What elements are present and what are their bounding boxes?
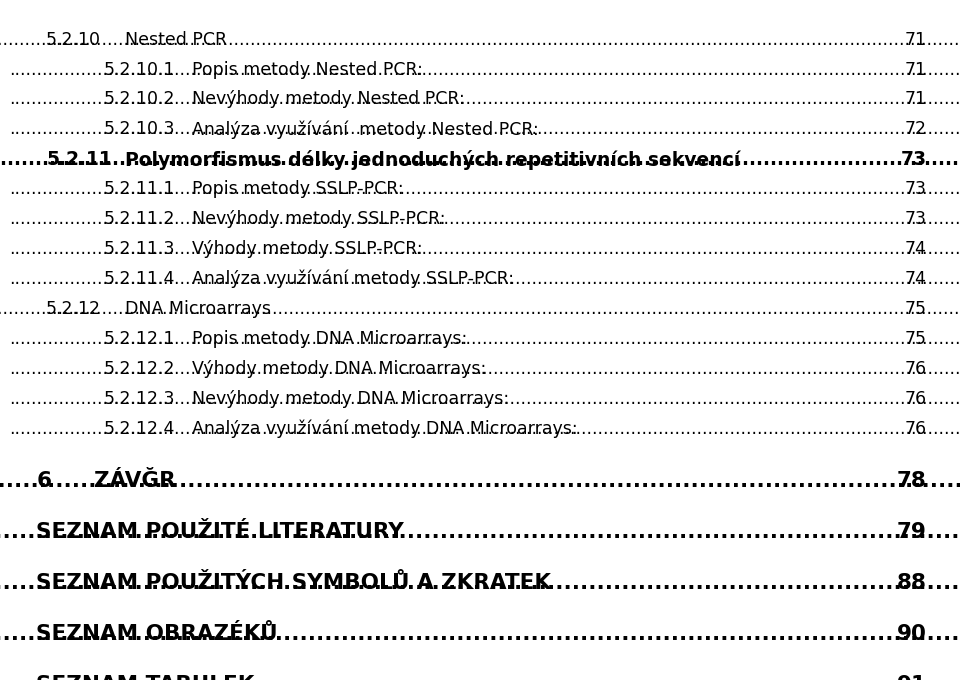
Text: ................................................................................: ........................................… <box>0 300 960 318</box>
Text: 76: 76 <box>904 360 926 377</box>
Text: 76: 76 <box>904 420 926 437</box>
Text: SEZNAM POUŽITÝCH SYMBOLŮ A ZKRATEK: SEZNAM POUŽITÝCH SYMBOLŮ A ZKRATEK <box>36 573 551 592</box>
Text: 5.2.10.3: 5.2.10.3 <box>104 120 175 138</box>
Text: 73: 73 <box>904 210 926 228</box>
Text: SEZNAM TABULEK: SEZNAM TABULEK <box>36 675 254 680</box>
Text: 90: 90 <box>897 624 926 643</box>
Text: Popis metody Nested PCR:: Popis metody Nested PCR: <box>192 61 422 78</box>
Text: 5.2.12.3: 5.2.12.3 <box>104 390 175 407</box>
Text: ................................................................................: ........................................… <box>0 150 960 169</box>
Text: ................................................................................: ........................................… <box>0 471 960 490</box>
Text: DNA Microarrays: DNA Microarrays <box>125 300 271 318</box>
Text: ................................................................................: ........................................… <box>10 61 960 78</box>
Text: 5.2.12.4: 5.2.12.4 <box>104 420 175 437</box>
Text: Analýza využívání  metody Nested PCR:: Analýza využívání metody Nested PCR: <box>192 120 539 139</box>
Text: Analýza využívání metody DNA Microarrays:: Analýza využívání metody DNA Microarrays… <box>192 420 578 438</box>
Text: 75: 75 <box>904 330 926 347</box>
Text: Popis metody DNA Microarrays:: Popis metody DNA Microarrays: <box>192 330 468 347</box>
Text: Nevýhody metody DNA Microarrays:: Nevýhody metody DNA Microarrays: <box>192 390 509 407</box>
Text: 72: 72 <box>904 120 926 138</box>
Text: Výhody metody SSLP-PCR:: Výhody metody SSLP-PCR: <box>192 240 422 258</box>
Text: ................................................................................: ........................................… <box>10 90 960 108</box>
Text: ................................................................................: ........................................… <box>10 120 960 138</box>
Text: 5.2.12.2: 5.2.12.2 <box>104 360 175 377</box>
Text: 76: 76 <box>904 390 926 407</box>
Text: ................................................................................: ........................................… <box>10 270 960 288</box>
Text: Polymorfismus délky jednoduchých repetitivních sekvencí: Polymorfismus délky jednoduchých repetit… <box>125 150 740 170</box>
Text: 73: 73 <box>904 180 926 198</box>
Text: 5.2.11.4: 5.2.11.4 <box>104 270 175 288</box>
Text: 75: 75 <box>904 300 926 318</box>
Text: Nested PCR: Nested PCR <box>125 31 227 48</box>
Text: Výhody metody DNA Microarrays:: Výhody metody DNA Microarrays: <box>192 360 487 377</box>
Text: 5.2.11: 5.2.11 <box>46 150 111 169</box>
Text: 71: 71 <box>904 61 926 78</box>
Text: 71: 71 <box>904 90 926 108</box>
Text: ................................................................................: ........................................… <box>10 360 960 377</box>
Text: 74: 74 <box>904 240 926 258</box>
Text: 73: 73 <box>900 150 926 169</box>
Text: ................................................................................: ........................................… <box>0 31 960 48</box>
Text: ................................................................................: ........................................… <box>10 240 960 258</box>
Text: Nevýhody metody Nested PCR:: Nevýhody metody Nested PCR: <box>192 90 465 108</box>
Text: Popis metody SSLP-PCR:: Popis metody SSLP-PCR: <box>192 180 403 198</box>
Text: 5.2.12: 5.2.12 <box>46 300 101 318</box>
Text: Analýza využívání metody SSLP-PCR:: Analýza využívání metody SSLP-PCR: <box>192 270 514 288</box>
Text: ................................................................................: ........................................… <box>10 330 960 347</box>
Text: 79: 79 <box>897 522 926 541</box>
Text: 91: 91 <box>897 675 926 680</box>
Text: 5.2.11.1: 5.2.11.1 <box>104 180 175 198</box>
Text: Nevýhody metody SSLP-PCR:: Nevýhody metody SSLP-PCR: <box>192 210 445 228</box>
Text: ................................................................................: ........................................… <box>10 420 960 437</box>
Text: 74: 74 <box>904 270 926 288</box>
Text: 5.2.10.1: 5.2.10.1 <box>104 61 175 78</box>
Text: 5.2.12.1: 5.2.12.1 <box>104 330 175 347</box>
Text: 5.2.10: 5.2.10 <box>46 31 101 48</box>
Text: ................................................................................: ........................................… <box>0 624 960 643</box>
Text: SEZNAM POUŽITÉ LITERATURY: SEZNAM POUŽITÉ LITERATURY <box>36 522 404 541</box>
Text: 5.2.11.2: 5.2.11.2 <box>104 210 175 228</box>
Text: ZÁVĞR: ZÁVĞR <box>94 471 176 490</box>
Text: 6: 6 <box>36 471 52 490</box>
Text: ................................................................................: ........................................… <box>10 180 960 198</box>
Text: ................................................................................: ........................................… <box>0 675 960 680</box>
Text: 5.2.10.2: 5.2.10.2 <box>104 90 175 108</box>
Text: 88: 88 <box>897 573 926 592</box>
Text: ................................................................................: ........................................… <box>10 390 960 407</box>
Text: 78: 78 <box>897 471 926 490</box>
Text: ................................................................................: ........................................… <box>10 210 960 228</box>
Text: ................................................................................: ........................................… <box>0 573 960 592</box>
Text: SEZNAM OBRAZÉKŮ: SEZNAM OBRAZÉKŮ <box>36 624 278 643</box>
Text: 5.2.11.3: 5.2.11.3 <box>104 240 175 258</box>
Text: ................................................................................: ........................................… <box>0 522 960 541</box>
Text: 71: 71 <box>904 31 926 48</box>
